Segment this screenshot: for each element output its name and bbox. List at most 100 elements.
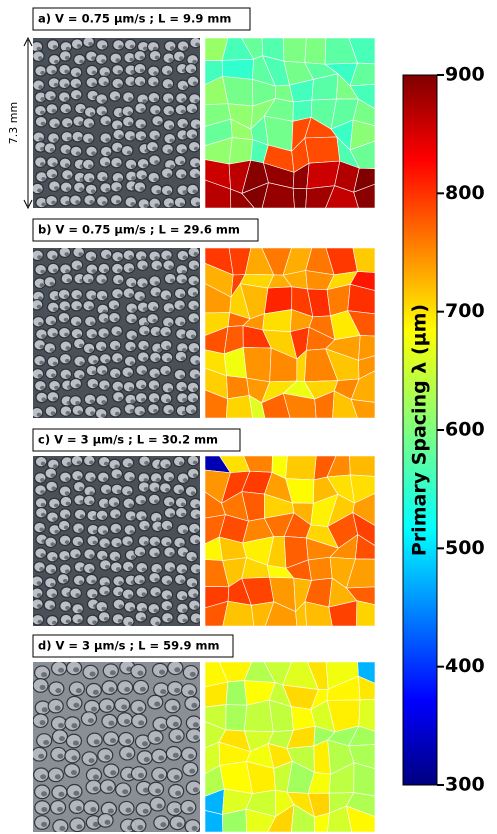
grain-shade — [181, 410, 187, 415]
grain-shade — [75, 151, 81, 156]
grain — [118, 800, 135, 816]
grain-shade — [128, 503, 134, 508]
grain — [95, 394, 109, 406]
grain-shade — [76, 265, 82, 270]
grain-shade — [116, 186, 121, 191]
grain-shade — [50, 320, 56, 325]
grain — [110, 351, 124, 364]
grain-shade — [140, 616, 146, 621]
grain-shade — [137, 706, 144, 712]
grain — [189, 508, 200, 520]
grain — [33, 767, 50, 783]
grain-shade — [115, 58, 121, 63]
grain-shade — [167, 387, 173, 392]
grain — [101, 713, 118, 729]
grain-shade — [143, 757, 150, 763]
grain — [122, 380, 136, 393]
grain — [58, 300, 72, 312]
grain — [133, 405, 147, 417]
grain-shade — [166, 255, 171, 260]
grain — [120, 484, 134, 497]
grain-shade — [52, 44, 58, 49]
grain-shade — [113, 502, 119, 507]
grain-shade — [43, 739, 50, 746]
grain-shade — [194, 528, 199, 533]
grain-shade — [114, 95, 120, 100]
grain — [112, 39, 125, 51]
grain-shade — [192, 787, 199, 793]
grain — [71, 535, 85, 548]
grain — [147, 781, 165, 797]
grain — [121, 105, 135, 117]
grain-shade — [79, 59, 84, 64]
map-cell — [226, 375, 250, 400]
grain-shade — [51, 173, 57, 178]
grain — [70, 38, 84, 50]
grain — [125, 312, 138, 325]
grain-shade — [52, 464, 58, 469]
grain — [125, 302, 139, 314]
grain — [73, 53, 86, 66]
grain-shade — [41, 791, 48, 797]
grain — [148, 129, 161, 141]
grain-shade — [101, 400, 107, 405]
grain-shade — [195, 618, 200, 622]
grain-shade — [52, 361, 58, 366]
grain-shade — [167, 149, 172, 154]
grain — [33, 79, 45, 91]
grain-shade — [39, 566, 44, 571]
grain — [173, 287, 187, 300]
label-box — [32, 218, 259, 242]
grain-shade — [123, 718, 130, 725]
grain — [136, 277, 149, 289]
grain-shade — [103, 333, 108, 338]
grain — [101, 680, 118, 695]
grain-shade — [40, 110, 45, 115]
grain-shade — [65, 46, 71, 51]
grain — [148, 49, 162, 62]
grain — [110, 262, 124, 275]
grain-shade — [127, 621, 133, 626]
grain — [147, 391, 161, 404]
grain — [98, 65, 112, 78]
grain-shade — [54, 385, 59, 390]
grain — [163, 40, 177, 52]
grain-shade — [181, 595, 187, 600]
grain — [50, 716, 68, 731]
grain-shade — [65, 619, 71, 624]
grain-shade — [39, 360, 44, 365]
grain-shade — [130, 346, 135, 351]
grain — [130, 699, 147, 715]
grain-shade — [181, 269, 187, 274]
grain-shade — [167, 83, 173, 88]
grain — [33, 613, 45, 626]
grain-shade — [73, 667, 80, 673]
grain-shade — [143, 46, 148, 51]
grain — [160, 249, 173, 262]
grain — [45, 587, 59, 600]
grain — [86, 732, 103, 748]
grain-shade — [179, 542, 184, 547]
grain-shade — [54, 774, 61, 780]
grain-shade — [52, 332, 57, 337]
grain-shade — [137, 670, 144, 676]
grain — [33, 665, 51, 681]
grain-shade — [153, 177, 158, 182]
grain-shade — [128, 386, 134, 391]
grain-shade — [171, 705, 178, 711]
map-cell — [307, 556, 333, 581]
grain-shade — [122, 789, 129, 795]
grain-shade — [152, 306, 158, 311]
grain — [124, 340, 137, 353]
grain-shade — [155, 591, 160, 596]
grain — [46, 511, 59, 523]
grain — [184, 62, 198, 75]
grain-shade — [37, 255, 42, 260]
grain — [97, 379, 111, 391]
grain — [110, 180, 123, 193]
grain — [163, 507, 177, 519]
grain — [108, 405, 122, 418]
grain — [81, 272, 95, 285]
grain — [69, 77, 83, 90]
grain — [86, 534, 100, 547]
